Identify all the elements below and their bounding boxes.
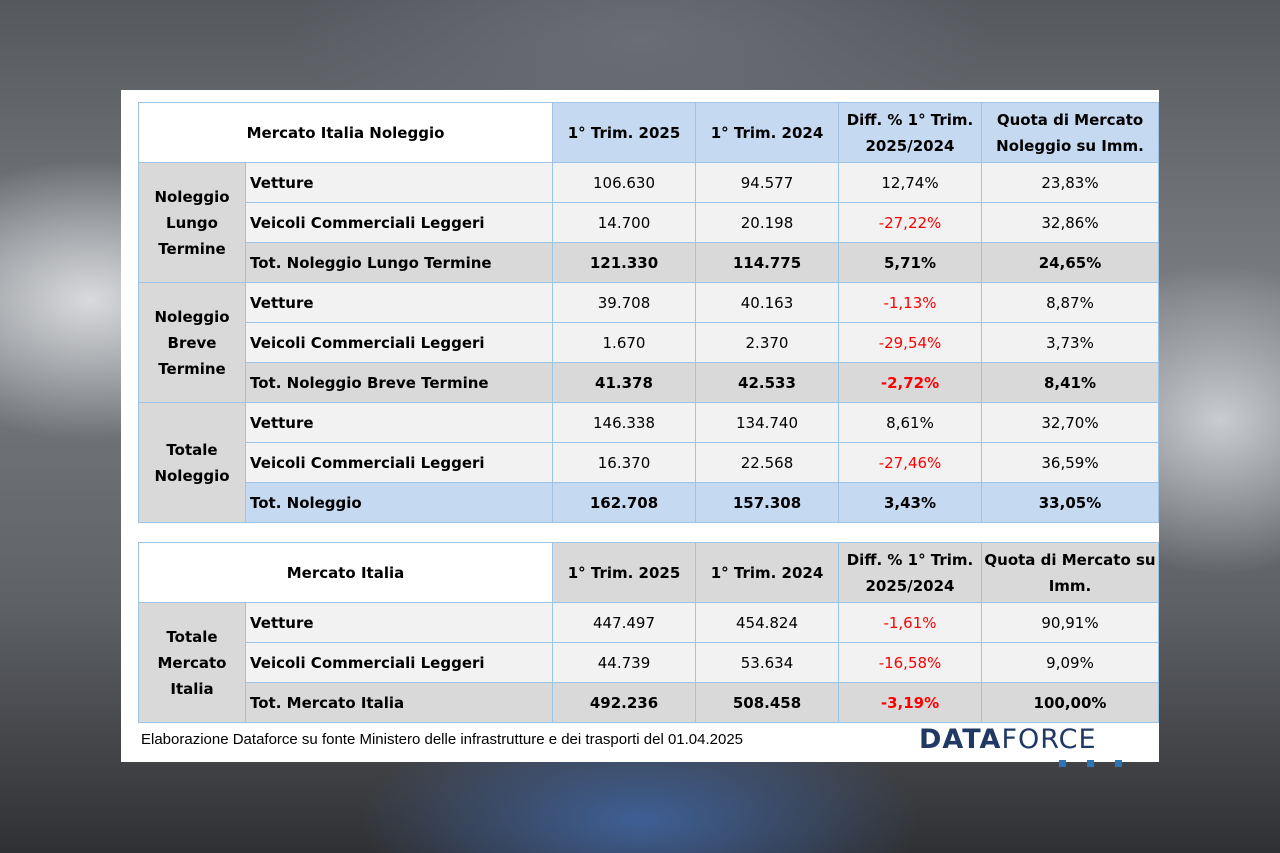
market-share: 33,05% xyxy=(981,482,1159,523)
table-title: Mercato Italia xyxy=(138,542,553,603)
diff-percent: -16,58% xyxy=(838,642,982,683)
row-label: Veicoli Commerciali Leggeri xyxy=(245,442,553,483)
market-share: 32,86% xyxy=(981,202,1159,243)
market-share: 32,70% xyxy=(981,402,1159,443)
dataforce-logo: DATAFORCE xyxy=(919,724,1149,767)
diff-percent: 3,43% xyxy=(838,482,982,523)
table-row: Tot. Mercato Italia 492.236 508.458 -3,19% 1… xyxy=(139,682,1159,723)
value-2024: 454.824 xyxy=(695,602,839,643)
column-header: 1° Trim. 2024 xyxy=(695,102,839,163)
diff-percent: -29,54% xyxy=(838,322,982,363)
market-share: 36,59% xyxy=(981,442,1159,483)
market-share: 90,91% xyxy=(981,602,1159,643)
diff-percent: 8,61% xyxy=(838,402,982,443)
row-label: Tot. Noleggio Breve Termine xyxy=(245,362,553,403)
diff-percent: -3,19% xyxy=(838,682,982,723)
value-2025: 14.700 xyxy=(552,202,696,243)
value-2025: 16.370 xyxy=(552,442,696,483)
value-2024: 40.163 xyxy=(695,282,839,323)
table-row: Veicoli Commerciali Leggeri 14.700 20.198-… xyxy=(139,202,1159,243)
market-share: 24,65% xyxy=(981,242,1159,283)
table-row: Noleggio Lungo Termine Vetture 106.630 94.5… xyxy=(138,162,1159,283)
value-2024: 53.634 xyxy=(695,642,839,683)
row-label: Vetture xyxy=(245,162,553,203)
diff-percent: -27,22% xyxy=(838,202,982,243)
diff-percent: -1,61% xyxy=(838,602,982,643)
column-header: 1° Trim. 2025 xyxy=(552,542,696,603)
column-header: 1° Trim. 2025 xyxy=(552,102,696,163)
row-label: Vetture xyxy=(245,402,553,443)
diff-percent: -2,72% xyxy=(838,362,982,403)
table-row: Noleggio Breve Termine Vetture 39.708 40.16… xyxy=(138,282,1159,403)
row-label: Tot. Noleggio xyxy=(245,482,553,523)
value-2024: 22.568 xyxy=(695,442,839,483)
row-label: Tot. Mercato Italia xyxy=(245,682,553,723)
column-header: Quota di Mercato su Imm. xyxy=(981,542,1159,603)
market-table-card: Mercato Italia Noleggio 1° Trim. 2025 1° T… xyxy=(121,90,1159,767)
market-share: 9,09% xyxy=(981,642,1159,683)
table-row: Totale Noleggio Vetture 146.338 134.740 8,61… xyxy=(138,402,1159,523)
diff-percent: 12,74% xyxy=(838,162,982,203)
value-2025: 106.630 xyxy=(552,162,696,203)
column-header: Diff. % 1° Trim. 2025/2024 xyxy=(838,542,982,603)
table-row: Veicoli Commerciali Leggeri 1.670 2.370 -29… xyxy=(139,322,1159,363)
value-2025: 146.338 xyxy=(552,402,696,443)
group-label: Totale Noleggio xyxy=(138,402,246,523)
group-label: Noleggio Breve Termine xyxy=(138,282,246,403)
header-row: Mercato Italia 1° Trim. 2025 1° Trim. 2024… xyxy=(138,542,1159,603)
value-2025: 41.378 xyxy=(552,362,696,403)
diff-percent: 5,71% xyxy=(838,242,982,283)
table-row: Veicoli Commerciali Leggeri 44.739 53.634-… xyxy=(139,642,1159,683)
value-2024: 157.308 xyxy=(695,482,839,523)
market-share: 8,41% xyxy=(981,362,1159,403)
column-header: 1° Trim. 2024 xyxy=(695,542,839,603)
value-2025: 447.497 xyxy=(552,602,696,643)
row-label: Veicoli Commerciali Leggeri xyxy=(245,202,553,243)
table-row: Tot. Noleggio 162.708 157.308 3,43% 33,05% xyxy=(139,482,1159,523)
column-header: Quota di Mercato Noleggio su Imm. xyxy=(981,102,1159,163)
market-share: 23,83% xyxy=(981,162,1159,203)
row-label: Veicoli Commerciali Leggeri xyxy=(245,642,553,683)
table-row: Totale Mercato Italia Vetture 447.497 454.8… xyxy=(138,602,1159,723)
table-row: Tot. Noleggio Breve Termine 41.378 42.533-… xyxy=(139,362,1159,403)
row-label: Vetture xyxy=(245,602,553,643)
market-share: 8,87% xyxy=(981,282,1159,323)
value-2024: 42.533 xyxy=(695,362,839,403)
market-share: 3,73% xyxy=(981,322,1159,363)
source-note: Elaborazione Dataforce su fonte Minister… xyxy=(141,731,744,748)
column-header: Diff. % 1° Trim. 2025/2024 xyxy=(838,102,982,163)
value-2025: 162.708 xyxy=(552,482,696,523)
value-2025: 1.670 xyxy=(552,322,696,363)
row-label: Veicoli Commerciali Leggeri xyxy=(245,322,553,363)
value-2024: 508.458 xyxy=(695,682,839,723)
value-2024: 134.740 xyxy=(695,402,839,443)
value-2025: 39.708 xyxy=(552,282,696,323)
header-row: Mercato Italia Noleggio 1° Trim. 2025 1° T… xyxy=(138,102,1159,163)
value-2025: 44.739 xyxy=(552,642,696,683)
value-2024: 20.198 xyxy=(695,202,839,243)
value-2024: 94.577 xyxy=(695,162,839,203)
value-2025: 121.330 xyxy=(552,242,696,283)
value-2024: 114.775 xyxy=(695,242,839,283)
italy-market-table: Mercato Italia 1° Trim. 2025 1° Trim. 2024… xyxy=(138,542,1159,723)
market-share: 100,00% xyxy=(981,682,1159,723)
group-label: Totale Mercato Italia xyxy=(138,602,246,723)
table-row: Tot. Noleggio Lungo Termine 121.330 114.77… xyxy=(139,242,1159,283)
row-label: Vetture xyxy=(245,282,553,323)
table-row: Veicoli Commerciali Leggeri 16.370 22.568-… xyxy=(139,442,1159,483)
diff-percent: -1,13% xyxy=(838,282,982,323)
table-title: Mercato Italia Noleggio xyxy=(138,102,553,163)
row-label: Tot. Noleggio Lungo Termine xyxy=(245,242,553,283)
value-2025: 492.236 xyxy=(552,682,696,723)
group-label: Noleggio Lungo Termine xyxy=(138,162,246,283)
diff-percent: -27,46% xyxy=(838,442,982,483)
value-2024: 2.370 xyxy=(695,322,839,363)
rental-market-table: Mercato Italia Noleggio 1° Trim. 2025 1° T… xyxy=(138,102,1159,523)
